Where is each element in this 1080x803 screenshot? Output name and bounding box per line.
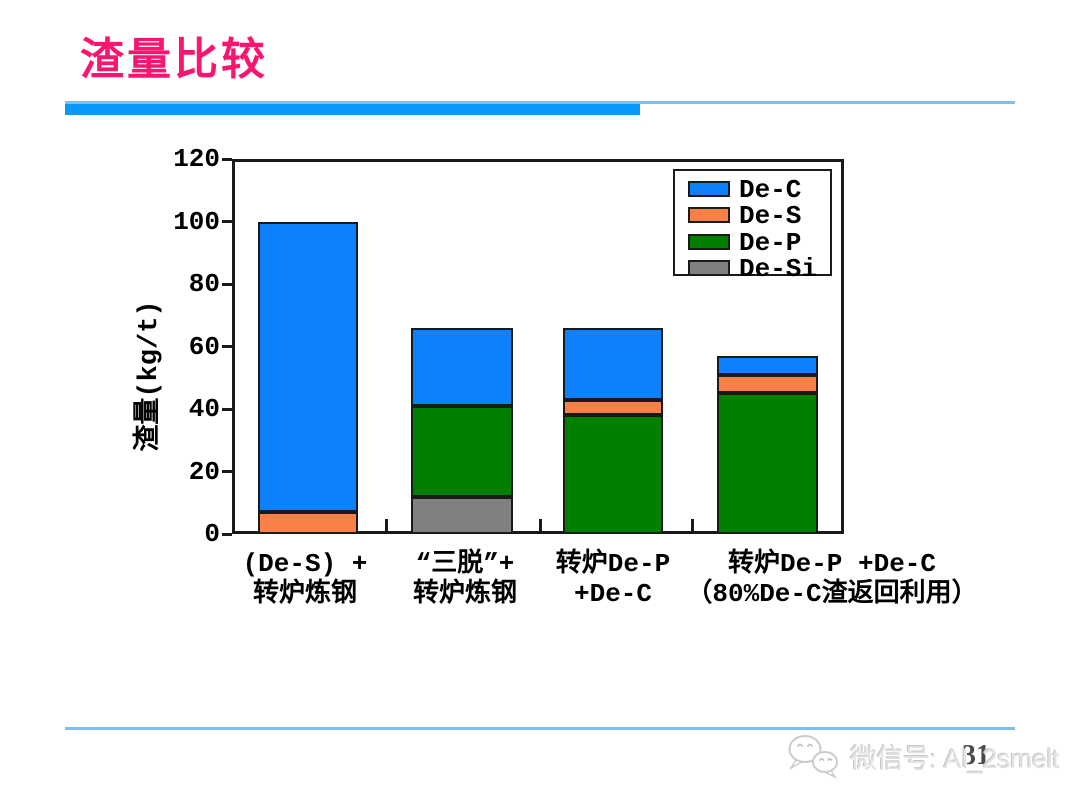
legend-swatch-de-c [688,181,730,197]
legend-item-de-p: De-P [675,227,830,258]
legend-item-de-si: De-Si [675,253,830,284]
bar-3-segment-de-p [563,415,663,534]
y-tick-label: 60 [188,331,220,362]
y-tick [222,407,232,411]
x-category-label: “三脱”+ 转炉炼钢 [412,549,517,609]
legend-swatch-de-p [688,233,730,250]
y-tick [222,470,232,473]
y-tick [222,220,232,223]
x-category-label: (De-S) + 转炉炼钢 [242,549,368,609]
bar-2-segment-de-p [411,405,513,497]
page-title: 渣量比较 [80,35,268,84]
bar-4-segment-de-s [717,374,818,394]
watermark: 微信号: AI_2smelt [784,733,1060,779]
footer-rule-line [65,727,1015,730]
y-tick [222,157,232,161]
bar-3-segment-de-s [563,399,663,416]
y-tick-label: 40 [188,394,220,424]
bar-4-segment-de-p [717,393,818,534]
chart-legend: De-C De-S De-P De-Si [673,169,832,282]
x-tick [384,519,388,531]
x-category-label: 转炉De-P +De-C [555,549,671,609]
header-rule-line [65,101,1015,104]
legend-label-de-s: De-S [739,201,802,232]
legend-swatch-de-s [688,207,730,224]
plot-area [232,159,844,534]
y-tick-label: 100 [173,206,220,237]
x-category-label: 转炉De-P +De-C （80%De-C渣返回利用） [686,549,978,609]
y-axis-title: 渣量(kg/t) [135,300,165,452]
legend-item-de-s: De-S [675,201,830,232]
bar-2-segment-de-c [411,327,513,406]
wechat-icon [788,735,838,779]
bar-1-segment-de-c [258,221,358,513]
y-tick-label: 120 [173,144,220,174]
watermark-text: 微信号: AI_2smelt [850,743,1060,774]
y-tick [222,532,232,536]
bar-4-segment-de-c [717,355,818,375]
y-tick [222,345,232,348]
legend-swatch-de-si [688,259,730,276]
bar-1-segment-de-s [258,512,358,534]
legend-label-de-p: De-P [739,227,802,258]
legend-item-de-c: De-C [675,175,830,205]
legend-label-de-c: De-C [739,175,802,205]
bar-3-segment-de-c [563,327,663,400]
y-tick-label: 0 [204,519,220,549]
header-accent-bar [65,104,640,115]
x-tick [690,519,694,531]
y-tick-label: 20 [188,456,220,487]
bar-2-segment-de-si [411,496,513,534]
page-number: 31 [962,740,990,771]
x-tick [538,519,542,531]
legend-label-de-si: De-Si [739,253,818,284]
slag-comparison-chart: 渣量(kg/t) 0 20 40 60 80 100 120 (De-S) + 转炉炼钢 “三… [135,144,978,609]
y-tick-label: 80 [188,269,220,299]
y-tick [222,282,232,286]
